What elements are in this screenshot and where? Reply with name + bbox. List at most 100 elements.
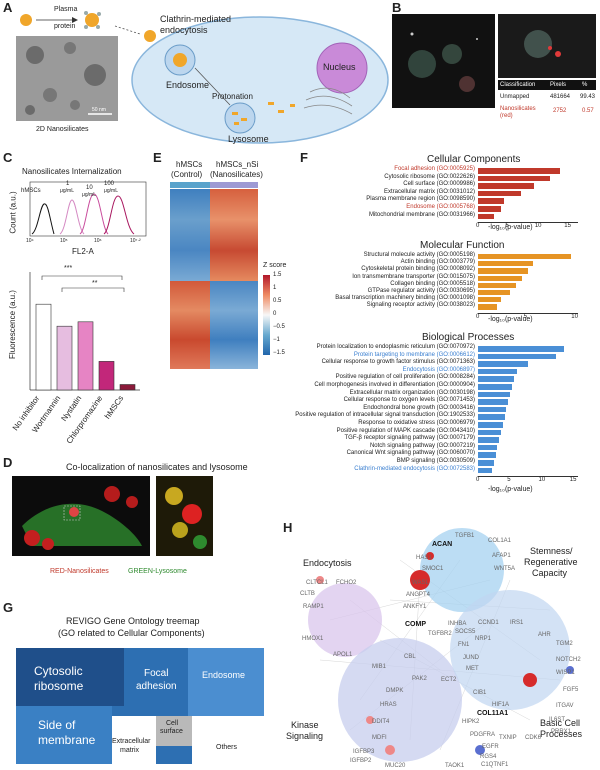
panel-a-illustration xyxy=(16,11,389,144)
treemap-title: REVIGO Gene Ontology treemap xyxy=(66,616,200,626)
zscore-tick: −0.5 xyxy=(273,324,285,330)
treemap-label: Focal xyxy=(144,668,169,679)
gene-label: AFAP1 xyxy=(492,553,511,559)
zscore-tick: 0.5 xyxy=(273,298,282,304)
histogram-xlabel: FL2-A xyxy=(72,247,94,256)
go-term-bar xyxy=(478,452,496,458)
go-term-bar xyxy=(478,444,498,451)
heatmap-col1-sublabel: (Control) xyxy=(171,170,203,179)
gene-label: TGFB1 xyxy=(455,533,475,539)
gene-label: TGM2 xyxy=(556,641,573,647)
go-term-label: Cell morphogenesis involved in different… xyxy=(314,382,475,388)
zscore-label: Z score xyxy=(263,262,287,269)
gene-label: MUC20 xyxy=(385,763,406,769)
plasma-label: Plasma xyxy=(54,6,78,13)
gene-label: SMOC1 xyxy=(422,566,444,572)
gene-label: PAK2 xyxy=(412,676,427,682)
table-cell: Nanosilicates xyxy=(500,106,536,112)
go-term-bar xyxy=(478,175,551,182)
panel-d-title: Co-localization of nanosilicates and lys… xyxy=(66,462,248,472)
go-term-label: Endocytosis (GO:0006897) xyxy=(402,366,475,373)
peak-label: 100 xyxy=(104,181,115,187)
tick-label: 10 xyxy=(571,313,578,320)
gene-label: TXNIP xyxy=(499,735,517,741)
fragment xyxy=(290,104,295,107)
go-term-label: Collagen binding (GO:0005518) xyxy=(390,280,475,287)
panel-label-h: H xyxy=(283,520,293,535)
treemap-cell-side-of-membrane xyxy=(16,706,112,764)
go-term-bar xyxy=(478,183,534,189)
treemap-cell-extracellular-matrix xyxy=(112,716,156,764)
treemap-label: Endosome xyxy=(202,670,246,680)
entering-particle xyxy=(144,30,156,42)
significance-bracket xyxy=(61,287,125,292)
fragment xyxy=(232,112,238,115)
cluster-label: Capacity xyxy=(532,568,568,578)
treemap-cell-cytosolic-ribosome xyxy=(16,648,124,706)
go-term-label: Canonical Wnt signaling pathway (GO:0060… xyxy=(346,450,475,457)
gene-label: MDFI xyxy=(372,735,387,741)
histogram-frame xyxy=(29,181,147,237)
gene-label: IRS1 xyxy=(510,620,524,626)
treemap-label: matrix xyxy=(120,747,140,754)
protein-dot xyxy=(84,25,88,29)
gene-label: APOL1 xyxy=(333,652,353,658)
go-term-bar xyxy=(478,414,505,420)
coated-particle xyxy=(85,13,99,27)
gene-label: IGFBP2 xyxy=(350,758,372,764)
zoom-box xyxy=(63,505,81,521)
peak-label: μg/mL xyxy=(60,188,74,194)
go-term-bar xyxy=(478,376,515,382)
peak-label: 1 xyxy=(66,181,70,187)
bar-ylabel: Fluorescence (a.u.) xyxy=(7,290,17,359)
gene-label: DDIT4 xyxy=(372,719,390,725)
gene-node xyxy=(566,666,574,674)
heatmap-col1-label: hMSCs xyxy=(176,160,203,169)
tick-label: 10⁵ xyxy=(60,238,68,244)
inhibitor-bar-chart xyxy=(29,272,140,391)
cell-body xyxy=(131,16,389,144)
protein-dot xyxy=(97,12,101,16)
red-channel-label: RED-Nanosilicates xyxy=(50,568,109,575)
speck xyxy=(476,38,478,40)
gene-label: RAMP1 xyxy=(303,604,324,610)
peak-100 xyxy=(103,195,135,235)
peak-10 xyxy=(79,193,109,235)
heatmap-block xyxy=(210,281,258,369)
panel-label-a: A xyxy=(3,0,13,15)
table-cell: (red) xyxy=(500,113,513,119)
gene-label: CIB1 xyxy=(473,690,487,696)
go-term-label: GTPase regulator activity (GO:0030695) xyxy=(367,288,475,294)
treemap-label: surface xyxy=(160,728,183,735)
gene-label: CCND1 xyxy=(478,620,499,626)
nanosilicates-label: 2D Nanosilicates xyxy=(36,126,89,133)
treemap-label: membrane xyxy=(38,733,96,747)
gene-label: IL6ST xyxy=(549,717,566,723)
gene-label: MIB1 xyxy=(372,664,387,670)
table-cell: 2752 xyxy=(553,108,567,114)
gene-node xyxy=(316,576,324,584)
treemap-subtitle: (GO related to Cellular Components) xyxy=(58,628,205,638)
table-header-percent: % xyxy=(582,82,588,88)
hmsc-peak xyxy=(31,203,55,235)
table-cell: 481664 xyxy=(550,94,571,100)
gene-label: C1QTNF1 xyxy=(481,762,509,768)
tick-label: 5 xyxy=(523,313,527,320)
go-term-label: TGF-β receptor signaling pathway (GO:000… xyxy=(344,435,475,442)
red-signal xyxy=(555,51,561,57)
gene-label: FN1 xyxy=(458,642,470,648)
nanosilicate-red xyxy=(182,504,202,524)
table-cell: Unmapped xyxy=(500,94,530,100)
clathrin-label: Clathrin-mediated xyxy=(160,14,232,24)
cluster-label: Endocytosis xyxy=(303,558,352,568)
colocalization-zoom xyxy=(156,476,213,556)
endocytosis-label: endocytosis xyxy=(160,25,208,35)
inhibitor-bar xyxy=(77,321,94,391)
colocalized-yellow xyxy=(165,487,183,505)
treemap-label: Side of xyxy=(38,718,76,732)
gene-label: FGF5 xyxy=(563,687,579,693)
gene-label: IGFBP3 xyxy=(353,749,375,755)
cluster-label: Regenerative xyxy=(524,557,578,567)
go-term-label: Positive regulation of MAPK cascade (GO:… xyxy=(336,427,475,434)
go-term-bar xyxy=(478,353,557,360)
